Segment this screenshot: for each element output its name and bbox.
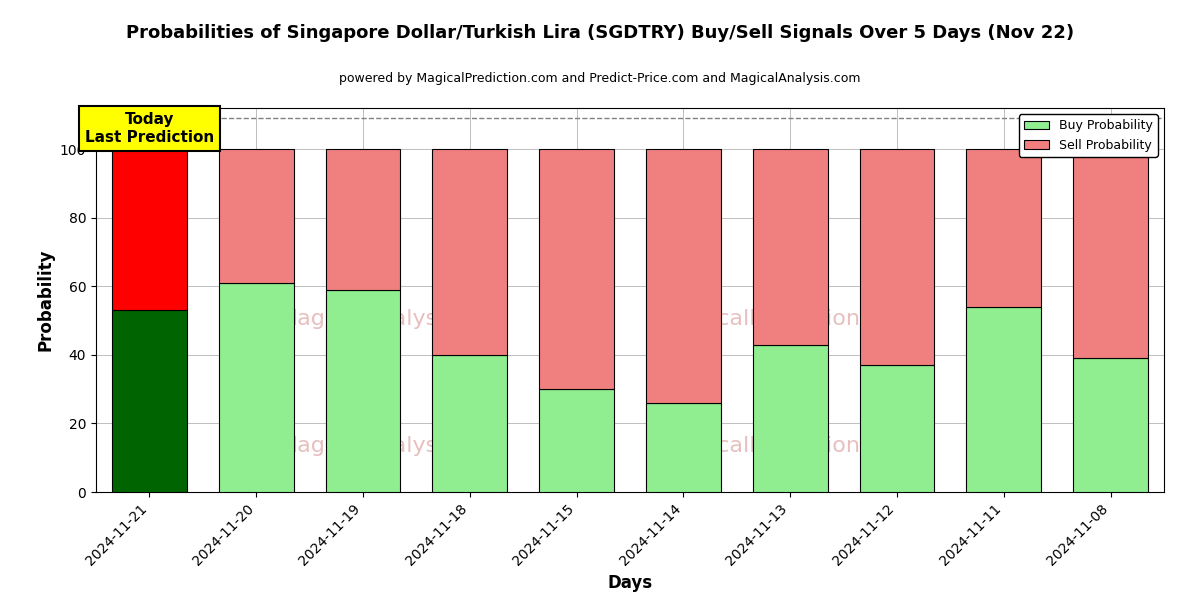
Text: MagicalPrediction.com: MagicalPrediction.com — [665, 309, 916, 329]
Bar — [966, 149, 1042, 307]
Bar — [325, 290, 401, 492]
Bar — [1073, 358, 1148, 492]
Text: MagicalAnalysis.com: MagicalAnalysis.com — [280, 436, 511, 456]
Bar — [859, 149, 935, 365]
Bar — [112, 149, 187, 310]
Text: Probabilities of Singapore Dollar/Turkish Lira (SGDTRY) Buy/Sell Signals Over 5 : Probabilities of Singapore Dollar/Turkis… — [126, 24, 1074, 42]
Bar — [539, 389, 614, 492]
Bar — [325, 149, 401, 290]
X-axis label: Days: Days — [607, 574, 653, 592]
Bar — [218, 149, 294, 283]
Text: MagicalPrediction.com: MagicalPrediction.com — [665, 436, 916, 456]
Bar — [752, 344, 828, 492]
Bar — [966, 307, 1042, 492]
Bar — [1073, 149, 1148, 358]
Text: powered by MagicalPrediction.com and Predict-Price.com and MagicalAnalysis.com: powered by MagicalPrediction.com and Pre… — [340, 72, 860, 85]
Bar — [218, 283, 294, 492]
Bar — [859, 365, 935, 492]
Text: MagicalAnalysis.com: MagicalAnalysis.com — [280, 309, 511, 329]
Legend: Buy Probability, Sell Probability: Buy Probability, Sell Probability — [1019, 114, 1158, 157]
Bar — [646, 403, 721, 492]
Bar — [752, 149, 828, 344]
Bar — [112, 310, 187, 492]
Text: Today
Last Prediction: Today Last Prediction — [85, 112, 214, 145]
Bar — [432, 355, 508, 492]
Bar — [646, 149, 721, 403]
Bar — [539, 149, 614, 389]
Y-axis label: Probability: Probability — [36, 249, 54, 351]
Bar — [432, 149, 508, 355]
